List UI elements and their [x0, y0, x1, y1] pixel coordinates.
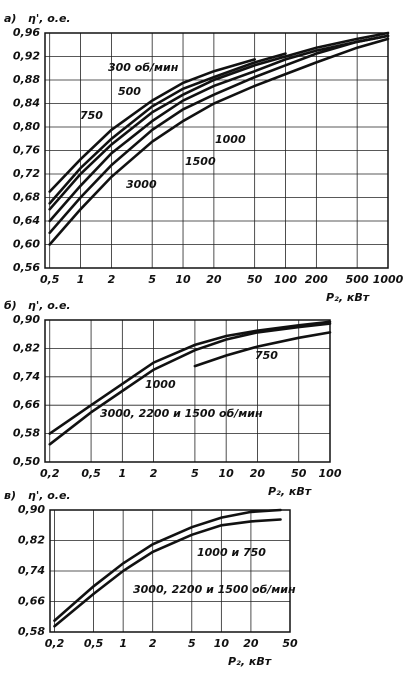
x-tick-label: 10 — [219, 467, 235, 480]
y-tick-label: 0,66 — [13, 398, 40, 411]
x-tick-label: 50 — [247, 273, 263, 286]
curve — [48, 58, 256, 193]
panel-label: а) — [4, 12, 16, 25]
panel-label: в) — [4, 489, 16, 502]
curve — [48, 322, 332, 446]
x-tick-label: 1 — [119, 637, 127, 650]
curve — [48, 320, 332, 435]
curve-label: 3000 — [126, 178, 157, 191]
x-axis-label: P₂, кВт — [326, 291, 370, 304]
y-tick-label: 0,74 — [18, 564, 45, 577]
y-tick-label: 0,50 — [13, 455, 40, 468]
curve-label: 3000, 2200 и 1500 об/мин — [133, 583, 296, 596]
x-tick-label: 20 — [206, 273, 222, 286]
curve — [193, 331, 332, 368]
y-tick-label: 0,82 — [13, 341, 40, 354]
curve — [48, 52, 287, 205]
x-tick-label: 0,5 — [84, 637, 104, 650]
x-tick-label: 20 — [243, 637, 259, 650]
plot-frame — [49, 509, 291, 633]
y-tick-label: 0,96 — [13, 26, 40, 39]
x-tick-label: 0,5 — [40, 273, 60, 286]
y-tick-label: 0,58 — [13, 427, 40, 440]
y-tick-label: 0,58 — [18, 625, 45, 638]
y-tick-label: 0,66 — [18, 595, 45, 608]
x-tick-label: 50 — [291, 467, 307, 480]
y-axis-label: η', о.е. — [28, 299, 71, 312]
x-axis-label: P₂, кВт — [268, 485, 312, 498]
x-tick-label: 0,5 — [81, 467, 101, 480]
x-tick-label: 5 — [188, 637, 196, 650]
curve-label: 1500 — [185, 155, 216, 168]
x-tick-label: 2 — [150, 467, 158, 480]
x-tick-label: 5 — [191, 467, 199, 480]
x-tick-label: 200 — [305, 273, 328, 286]
x-tick-label: 100 — [319, 467, 342, 480]
curve — [53, 518, 282, 628]
y-tick-label: 0,92 — [13, 50, 40, 63]
x-tick-label: 100 — [274, 273, 297, 286]
x-tick-label: 20 — [250, 467, 266, 480]
x-tick-label: 1 — [119, 467, 127, 480]
y-tick-label: 0,68 — [13, 191, 40, 204]
curve — [48, 34, 390, 223]
y-tick-label: 0,76 — [13, 144, 40, 157]
y-tick-label: 0,60 — [13, 238, 40, 251]
plot-frame — [44, 319, 331, 463]
curve — [48, 34, 390, 235]
y-tick-label: 0,72 — [13, 167, 40, 180]
curve — [48, 31, 390, 211]
y-axis-label: η', о.е. — [28, 12, 71, 25]
curve-label: 500 — [118, 85, 141, 98]
plot-frame — [44, 32, 389, 269]
y-tick-label: 0,80 — [13, 120, 40, 133]
x-tick-label: 10 — [175, 273, 191, 286]
panel-label: б) — [4, 299, 17, 312]
curve-label: 1000 — [145, 378, 176, 391]
curve-label: 750 — [255, 349, 278, 362]
y-tick-label: 0,82 — [18, 534, 45, 547]
x-tick-label: 1000 — [373, 273, 404, 286]
x-tick-label: 1 — [77, 273, 85, 286]
curve-label: 1000 — [215, 133, 246, 146]
x-axis-label: P₂, кВт — [228, 655, 272, 668]
curve-label: 1000 и 750 — [197, 546, 266, 559]
x-tick-label: 0,2 — [45, 637, 65, 650]
curve-label: 300 об/мин — [108, 61, 179, 74]
y-tick-label: 0,88 — [13, 73, 40, 86]
y-tick-label: 0,90 — [18, 503, 45, 516]
x-tick-label: 5 — [148, 273, 156, 286]
y-tick-label: 0,56 — [13, 261, 40, 274]
x-tick-label: 0,2 — [40, 467, 60, 480]
y-tick-label: 0,74 — [13, 370, 40, 383]
curve — [48, 37, 390, 246]
y-tick-label: 0,64 — [13, 214, 40, 227]
curve-label: 3000, 2200 и 1500 об/мин — [100, 407, 263, 420]
y-axis-label: η', о.е. — [28, 489, 71, 502]
x-tick-label: 500 — [346, 273, 369, 286]
x-tick-label: 10 — [214, 637, 230, 650]
x-tick-label: 50 — [282, 637, 298, 650]
y-tick-label: 0,90 — [13, 313, 40, 326]
curve-label: 750 — [80, 109, 103, 122]
curve — [53, 508, 282, 622]
x-tick-label: 2 — [108, 273, 116, 286]
x-tick-label: 2 — [149, 637, 157, 650]
y-tick-label: 0,84 — [13, 97, 40, 110]
